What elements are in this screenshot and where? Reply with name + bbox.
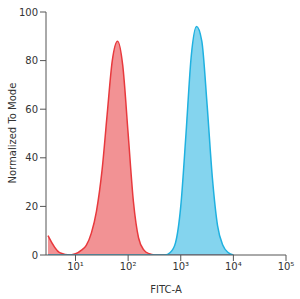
svg-text:80: 80 (25, 55, 38, 66)
svg-text:40: 40 (25, 152, 38, 163)
svg-text:10²: 10² (120, 261, 137, 272)
svg-text:Normalized To Mode: Normalized To Mode (8, 83, 18, 184)
svg-text:60: 60 (25, 104, 38, 115)
svg-text:10³: 10³ (172, 261, 189, 272)
svg-text:10⁴: 10⁴ (225, 261, 242, 272)
svg-text:0: 0 (32, 250, 38, 261)
svg-text:20: 20 (25, 201, 38, 212)
svg-text:100: 100 (19, 7, 38, 18)
svg-text:10⁵: 10⁵ (278, 261, 292, 272)
svg-text:FITC-A: FITC-A (150, 284, 182, 295)
svg-text:10¹: 10¹ (67, 261, 84, 272)
